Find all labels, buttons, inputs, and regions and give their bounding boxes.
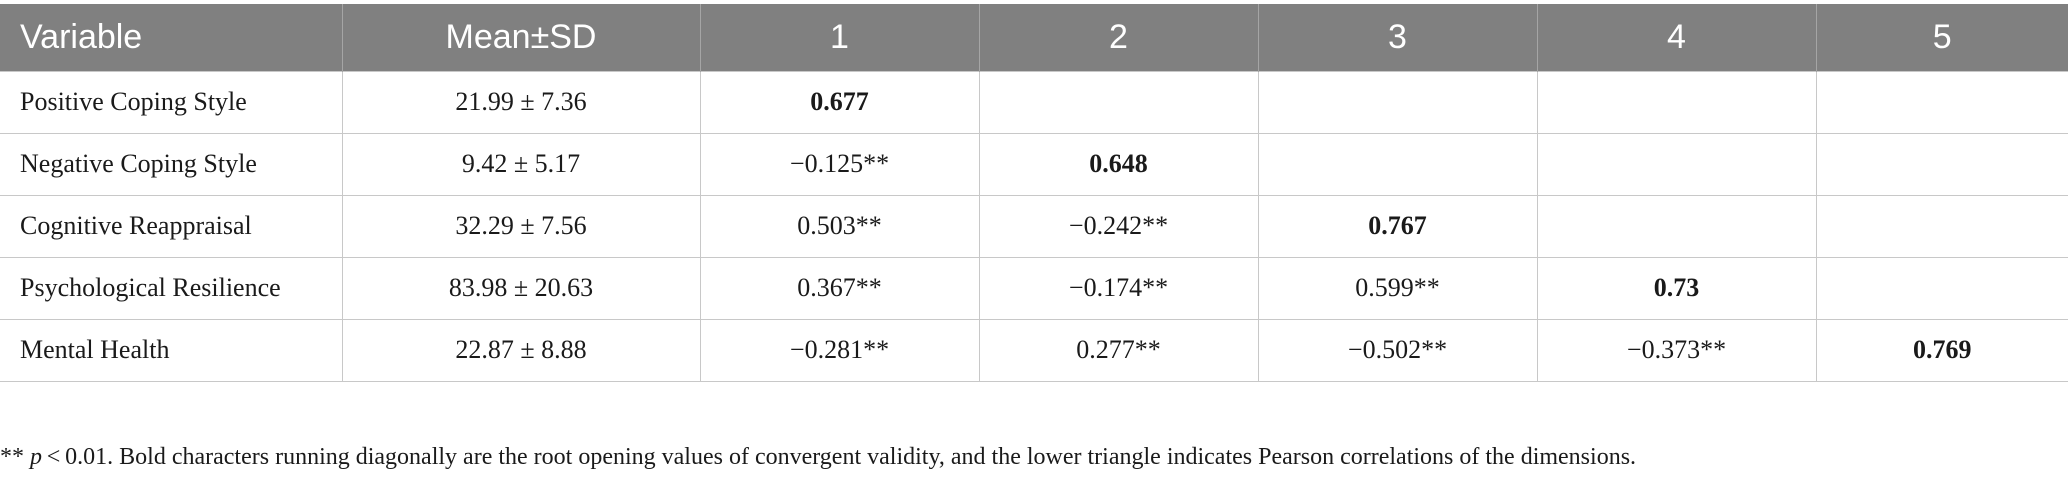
variable-name: Positive Coping Style xyxy=(0,70,343,134)
footnote-text: < 0.01. Bold characters running diagonal… xyxy=(42,444,1637,470)
mean-sd-value: 9.42 ± 5.17 xyxy=(341,132,701,196)
diagonal-value: 0.73 xyxy=(1536,256,1817,320)
mean-sd-value: 21.99 ± 7.36 xyxy=(341,70,701,134)
correlation-value: −0.281** xyxy=(699,318,980,382)
correlation-value: −0.174** xyxy=(978,256,1259,320)
table-row: Positive Coping Style 21.99 ± 7.36 0.677 xyxy=(0,70,2068,134)
variable-name: Cognitive Reappraisal xyxy=(0,194,343,258)
table-header-row: Variable Mean±SD 1 2 3 4 5 xyxy=(0,4,2068,71)
empty-cell xyxy=(1815,194,2068,258)
header-col-1: 1 xyxy=(699,4,980,71)
empty-cell xyxy=(1815,70,2068,134)
empty-cell xyxy=(1257,70,1538,134)
header-col-5: 5 xyxy=(1815,4,2068,71)
correlation-value: −0.242** xyxy=(978,194,1259,258)
correlation-value: −0.125** xyxy=(699,132,980,196)
header-col-3: 3 xyxy=(1257,4,1538,71)
variable-name: Negative Coping Style xyxy=(0,132,343,196)
table-row: Psychological Resilience 83.98 ± 20.63 0… xyxy=(0,256,2068,320)
header-mean-sd: Mean±SD xyxy=(341,4,701,71)
table-footnote: ** p < 0.01. Bold characters running dia… xyxy=(0,444,1636,471)
empty-cell xyxy=(1815,256,2068,320)
empty-cell xyxy=(1536,70,1817,134)
table-row: Negative Coping Style 9.42 ± 5.17 −0.125… xyxy=(0,132,2068,196)
empty-cell xyxy=(978,70,1259,134)
footnote-prefix: ** xyxy=(0,444,30,470)
empty-cell xyxy=(1536,132,1817,196)
diagonal-value: 0.767 xyxy=(1257,194,1538,258)
variable-name: Mental Health xyxy=(0,318,343,382)
correlation-value: −0.373** xyxy=(1536,318,1817,382)
correlation-value: 0.277** xyxy=(978,318,1259,382)
mean-sd-value: 32.29 ± 7.56 xyxy=(341,194,701,258)
empty-cell xyxy=(1257,132,1538,196)
table-row: Mental Health 22.87 ± 8.88 −0.281** 0.27… xyxy=(0,318,2068,382)
correlation-table: Variable Mean±SD 1 2 3 4 5 Positive Copi… xyxy=(0,4,2068,382)
diagonal-value: 0.648 xyxy=(978,132,1259,196)
correlation-value: 0.599** xyxy=(1257,256,1538,320)
empty-cell xyxy=(1536,194,1817,258)
mean-sd-value: 22.87 ± 8.88 xyxy=(341,318,701,382)
correlation-value: 0.503** xyxy=(699,194,980,258)
header-variable: Variable xyxy=(0,4,343,71)
header-col-4: 4 xyxy=(1536,4,1817,71)
footnote-p-symbol: p xyxy=(30,444,42,470)
diagonal-value: 0.769 xyxy=(1815,318,2068,382)
correlation-value: 0.367** xyxy=(699,256,980,320)
correlation-value: −0.502** xyxy=(1257,318,1538,382)
header-col-2: 2 xyxy=(978,4,1259,71)
variable-name: Psychological Resilience xyxy=(0,256,343,320)
empty-cell xyxy=(1815,132,2068,196)
diagonal-value: 0.677 xyxy=(699,70,980,134)
mean-sd-value: 83.98 ± 20.63 xyxy=(341,256,701,320)
table-row: Cognitive Reappraisal 32.29 ± 7.56 0.503… xyxy=(0,194,2068,258)
